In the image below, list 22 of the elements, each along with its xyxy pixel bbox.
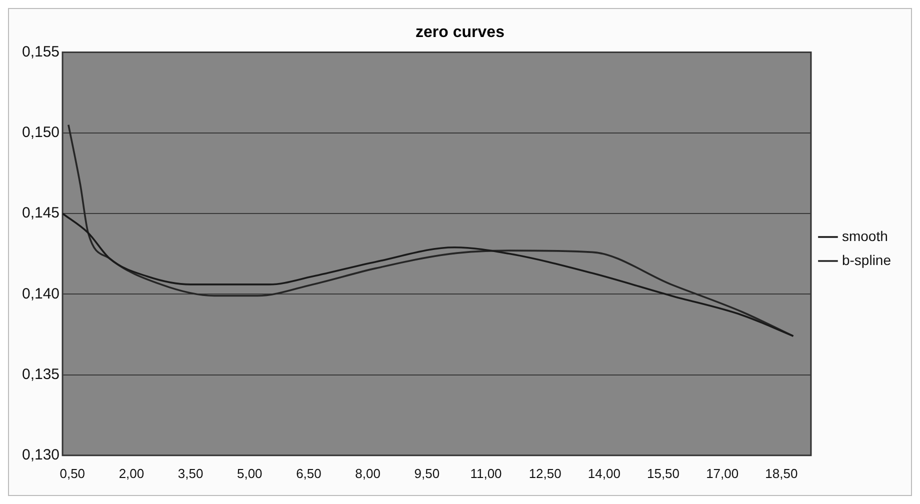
x-tick-label: 5,00 xyxy=(236,466,262,481)
x-tick-label: 3,50 xyxy=(178,466,204,481)
x-tick-label: 18,50 xyxy=(765,466,798,481)
x-tick-label: 8,00 xyxy=(355,466,380,481)
y-tick-label: 0,135 xyxy=(22,366,60,383)
x-tick-label: 0,50 xyxy=(60,466,86,481)
y-tick-label: 0,145 xyxy=(22,204,60,222)
x-tick-label: 6,50 xyxy=(296,466,322,481)
x-tick-label: 12,50 xyxy=(528,466,562,481)
chart-title: zero curves xyxy=(416,24,505,42)
y-tick-label: 0,140 xyxy=(22,285,60,302)
x-tick-label: 11,00 xyxy=(470,466,502,481)
y-tick-label: 0,150 xyxy=(22,124,60,141)
y-tick-label: 0,130 xyxy=(22,446,60,464)
x-tick-label: 2,00 xyxy=(118,466,144,481)
legend-label: smooth xyxy=(842,228,888,244)
x-tick-label: 9,50 xyxy=(414,466,440,481)
x-tick-label: 14,00 xyxy=(588,466,620,481)
x-tick-label: 17,00 xyxy=(706,466,739,481)
legend-label: b-spline xyxy=(842,252,892,268)
y-tick-label: 0,155 xyxy=(22,43,60,60)
x-tick-label: 15,50 xyxy=(646,466,680,481)
